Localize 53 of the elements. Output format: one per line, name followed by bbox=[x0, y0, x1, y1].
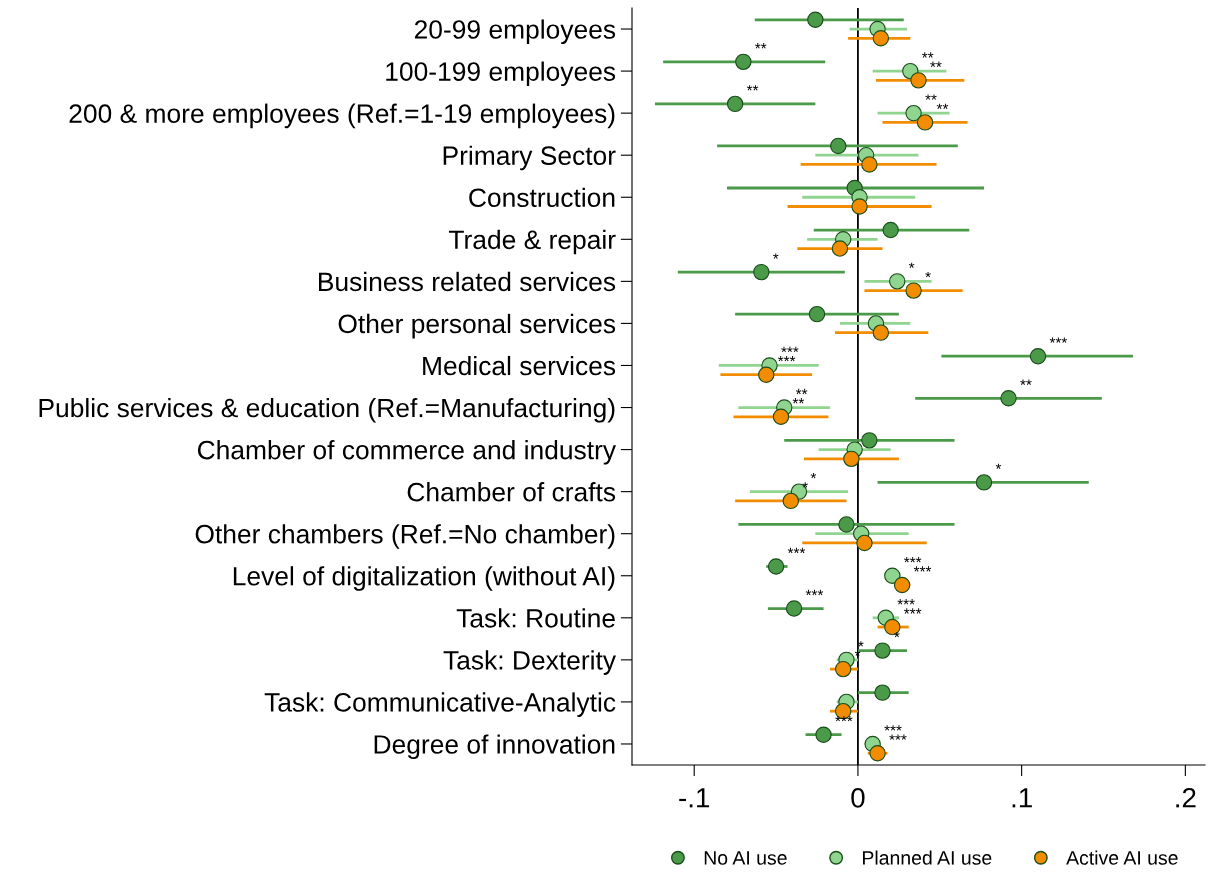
data-label: *** bbox=[1049, 337, 1068, 343]
data-label: *** bbox=[904, 557, 922, 563]
data-label: * bbox=[995, 463, 1002, 470]
data-label: *** bbox=[835, 715, 853, 722]
data-label: ** bbox=[922, 52, 934, 58]
data-label: *** bbox=[884, 725, 902, 731]
y-tick-label: Medical services bbox=[423, 355, 616, 376]
y-tick-label: 100-199 employees bbox=[386, 61, 616, 87]
y-tick-label: Task: Routine bbox=[456, 608, 615, 628]
data-label: *** bbox=[913, 566, 932, 572]
legend-label: No AI use bbox=[704, 851, 787, 865]
data-label: ** bbox=[930, 61, 942, 67]
data-label: *** bbox=[897, 599, 915, 605]
data-label: * bbox=[894, 631, 900, 638]
y-tick-label: Construction bbox=[469, 187, 615, 208]
data-label: * bbox=[773, 253, 779, 259]
data-label: * bbox=[810, 472, 817, 479]
data-label: *** bbox=[787, 547, 806, 554]
data-label: ** bbox=[1020, 379, 1032, 385]
y-tick-label: Degree of innovation bbox=[374, 734, 615, 760]
data-label: ** bbox=[936, 103, 949, 110]
x-tick-label: .2 bbox=[1176, 787, 1196, 808]
y-tick-label: 200 & more employees (Ref.=1-19 employees) bbox=[69, 103, 615, 129]
y-tick-label: Primary Sector bbox=[443, 145, 616, 171]
data-label: ** bbox=[795, 388, 808, 395]
data-label: *** bbox=[805, 589, 824, 596]
x-tick-label: .1 bbox=[1012, 788, 1032, 808]
y-tick-label: Task: Dexterity bbox=[443, 650, 616, 675]
y-tick-label: Trade & repair bbox=[448, 229, 616, 255]
y-tick-label: Business related services bbox=[319, 271, 616, 292]
x-tick-label: 0 bbox=[851, 787, 865, 808]
data-label: * bbox=[908, 262, 915, 268]
legend-label: Planned AI use bbox=[863, 850, 992, 865]
data-label: * bbox=[802, 482, 808, 488]
x-tick-label: -.1 bbox=[679, 788, 710, 808]
data-label: *** bbox=[781, 346, 799, 353]
y-tick-label: Public services & education (Ref.=Manufacturing) bbox=[39, 397, 615, 423]
data-label: ** bbox=[746, 85, 759, 91]
legend-label: Active AI use bbox=[1066, 850, 1178, 865]
y-tick-label: 20-99 employees bbox=[414, 19, 616, 45]
y-tick-label: Chamber of commerce and industry bbox=[197, 440, 617, 465]
data-label: *** bbox=[904, 608, 922, 614]
y-tick-label: Other personal services bbox=[338, 313, 616, 339]
y-tick-label: Other chambers (Ref.=No chamber) bbox=[195, 524, 615, 549]
data-label: ** bbox=[792, 398, 805, 404]
y-tick-label: Task: Communicative-Analytic bbox=[264, 692, 616, 717]
y-tick-label: Level of digitalization (without AI) bbox=[233, 566, 615, 591]
data-label: *** bbox=[889, 734, 907, 740]
data-label: * bbox=[925, 271, 931, 278]
data-label: *** bbox=[777, 356, 796, 362]
data-label: ** bbox=[925, 94, 937, 100]
data-label: ** bbox=[755, 43, 767, 49]
y-tick-label: Chamber of crafts bbox=[407, 482, 616, 502]
